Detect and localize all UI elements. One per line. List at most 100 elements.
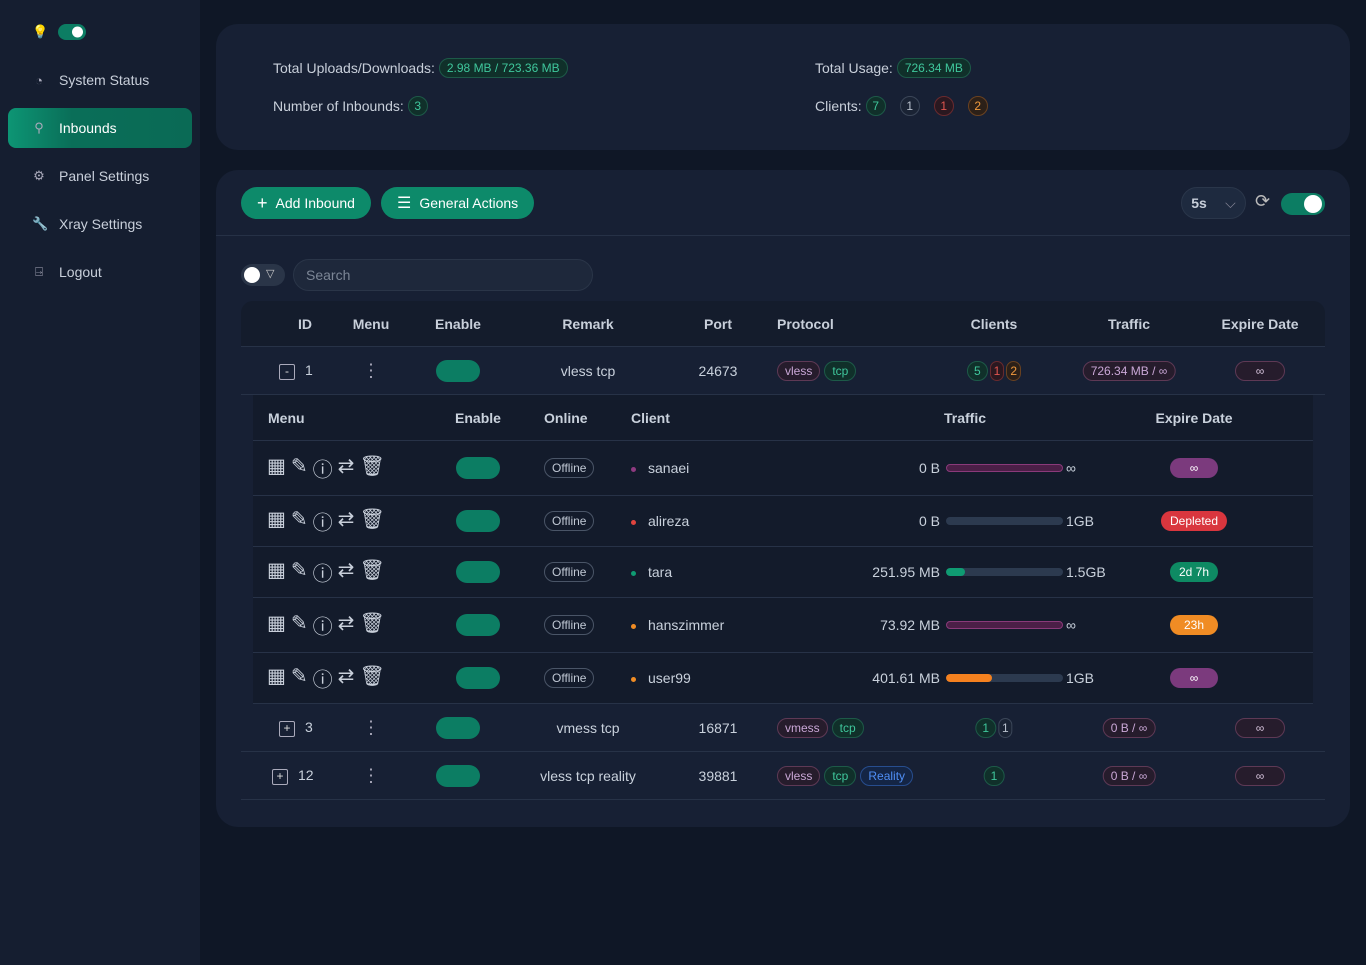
- column-header: Menu: [268, 409, 305, 426]
- column-header[interactable]: Remark: [562, 315, 614, 332]
- column-header[interactable]: Traffic: [1107, 315, 1151, 332]
- sidebar-item-inbounds[interactable]: ⚲ Inbounds: [8, 108, 192, 148]
- protocol-tags: vless tcp Reality: [777, 765, 914, 786]
- general-actions-button[interactable]: ☰ General Actions: [381, 187, 535, 219]
- table-header: ID Menu Enable Remark Port Protocol Clients Tra…: [241, 301, 1325, 347]
- sidebar-item-xray-settings[interactable]: 🔧 Xray Settings: [8, 204, 192, 244]
- clients-depleted: 1: [933, 96, 954, 116]
- column-header: Online: [544, 409, 588, 426]
- id-cell: +3: [279, 719, 313, 737]
- id-cell: +12: [272, 767, 314, 785]
- qrcode-icon[interactable]: ▦: [267, 508, 286, 531]
- delete-icon[interactable]: 🗑: [359, 508, 385, 531]
- reset-icon[interactable]: ⇄: [337, 612, 355, 635]
- column-header[interactable]: Clients: [970, 315, 1018, 332]
- search-input[interactable]: Search: [293, 259, 593, 291]
- qrcode-icon[interactable]: ▦: [267, 559, 286, 582]
- column-header[interactable]: Protocol: [777, 315, 834, 332]
- online-status: Offline: [544, 668, 595, 688]
- expand-icon[interactable]: +: [272, 768, 288, 785]
- client-enable-toggle[interactable]: [456, 561, 500, 583]
- inbound-id: 1: [305, 361, 313, 378]
- enable-toggle[interactable]: [436, 359, 480, 382]
- client-enable-toggle[interactable]: [456, 667, 500, 689]
- sidebar-item-system-status[interactable]: ◔ System Status: [8, 60, 192, 100]
- id-cell: -1: [279, 362, 313, 380]
- delete-icon[interactable]: 🗑: [359, 665, 385, 688]
- column-header[interactable]: Expire Date: [1221, 315, 1299, 332]
- port: 39881: [698, 767, 738, 784]
- info-icon[interactable]: ⓘ: [312, 616, 333, 639]
- client-name-cell: tara: [631, 564, 672, 580]
- client-actions: ▦ ✎ ⓘ ⇄ 🗑: [267, 558, 385, 587]
- reset-icon[interactable]: ⇄: [337, 508, 355, 531]
- online-status: Offline: [544, 511, 595, 531]
- info-icon[interactable]: ⓘ: [312, 459, 333, 482]
- inbound-id: 12: [298, 766, 314, 783]
- client-count: 1: [975, 717, 996, 738]
- add-inbound-button[interactable]: + Add Inbound: [241, 187, 371, 219]
- client-name: hanszimmer: [648, 617, 725, 633]
- traffic-progress-bar: [946, 517, 1063, 525]
- delete-icon[interactable]: 🗑: [359, 455, 385, 478]
- info-icon[interactable]: ⓘ: [312, 669, 333, 692]
- info-icon[interactable]: ⓘ: [312, 512, 333, 535]
- qrcode-icon[interactable]: ▦: [267, 612, 286, 635]
- expire-badge: Depleted: [1160, 511, 1228, 531]
- client-count: 1: [983, 765, 1005, 786]
- reset-icon[interactable]: ⇄: [337, 665, 355, 688]
- inbounds-table: ID Menu Enable Remark Port Protocol Clients Tra…: [241, 301, 1325, 800]
- more-menu-icon[interactable]: ⋮: [362, 360, 380, 380]
- online-status: Offline: [544, 562, 595, 582]
- inbounds-count-label: Number of Inbounds:: [273, 98, 404, 114]
- column-header: Client: [631, 409, 670, 426]
- column-header[interactable]: ID: [298, 315, 312, 332]
- client-enable-toggle[interactable]: [456, 510, 500, 532]
- edit-icon[interactable]: ✎: [290, 455, 308, 478]
- client-enable-toggle[interactable]: [456, 614, 500, 636]
- sidebar-item-label: Inbounds: [59, 120, 117, 136]
- column-header: Traffic: [943, 409, 987, 426]
- edit-icon[interactable]: ✎: [290, 508, 308, 531]
- column-header: Expire Date: [1155, 409, 1233, 426]
- enable-toggle[interactable]: [436, 764, 480, 787]
- qrcode-icon[interactable]: ▦: [267, 455, 286, 478]
- column-header[interactable]: Menu: [352, 315, 390, 332]
- theme-toggle[interactable]: [58, 24, 86, 40]
- column-header[interactable]: Enable: [435, 315, 481, 332]
- enable-toggle[interactable]: [436, 716, 480, 739]
- more-menu-icon[interactable]: ⋮: [362, 765, 380, 785]
- client-counts: 1: [983, 765, 1005, 786]
- traffic: 726.34 MB / ∞: [1082, 360, 1176, 381]
- sidebar-item-logout[interactable]: ⍈ Logout: [8, 252, 192, 292]
- client-row: ▦ ✎ ⓘ ⇄ 🗑 Offline tara 251.95 MB 1.5GB 2d 7h: [253, 547, 1313, 598]
- dashboard-icon: ◔: [35, 72, 43, 88]
- qrcode-icon[interactable]: ▦: [267, 665, 286, 688]
- client-actions: ▦ ✎ ⓘ ⇄ 🗑: [267, 611, 385, 640]
- client-enable-toggle[interactable]: [456, 457, 500, 479]
- menu-icon: ☰: [397, 195, 412, 212]
- sidebar-item-panel-settings[interactable]: ⚙ Panel Settings: [8, 156, 192, 196]
- protocol-tag: tcp: [831, 717, 864, 738]
- more-menu-icon[interactable]: ⋮: [362, 717, 380, 737]
- column-header[interactable]: Port: [704, 315, 732, 332]
- expand-icon[interactable]: +: [279, 720, 295, 737]
- edit-icon[interactable]: ✎: [290, 559, 308, 582]
- edit-icon[interactable]: ✎: [290, 612, 308, 635]
- refresh-icon[interactable]: ⟳: [1255, 191, 1271, 211]
- edit-icon[interactable]: ✎: [290, 665, 308, 688]
- expire-date: ∞: [1235, 717, 1285, 738]
- reset-icon[interactable]: ⇄: [337, 559, 355, 582]
- client-count: 5: [966, 360, 988, 381]
- inbound-id: 3: [305, 718, 313, 735]
- auto-refresh-toggle[interactable]: [1281, 193, 1325, 215]
- collapse-icon[interactable]: -: [279, 363, 295, 380]
- reset-icon[interactable]: ⇄: [337, 455, 355, 478]
- refresh-interval-select[interactable]: 5s ⌵: [1181, 187, 1246, 219]
- delete-icon[interactable]: 🗑: [359, 559, 385, 582]
- info-icon[interactable]: ⓘ: [312, 563, 333, 586]
- protocol-tag: tcp: [824, 765, 857, 786]
- delete-icon[interactable]: 🗑: [359, 612, 385, 635]
- divider: [216, 235, 1350, 236]
- filter-toggle[interactable]: ▽: [241, 264, 285, 286]
